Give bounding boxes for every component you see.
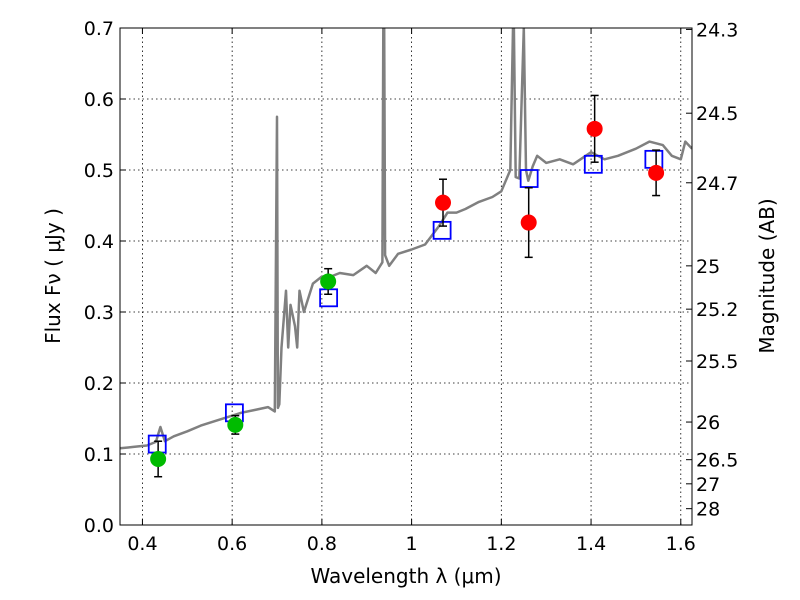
x-tick-label: 1.2 [486,533,516,555]
right-tick-label: 25 [696,256,720,278]
data-point-marker [435,194,452,211]
y-axis-title: Flux Fν ( μJy ) [41,208,65,344]
right-tick-label: 24.7 [696,173,738,195]
data-point-marker [150,450,167,467]
y-tick-label: 0.3 [84,302,114,324]
y-tick-label: 0.2 [84,373,114,395]
right-tick-label: 24.3 [696,19,738,41]
right-tick-label: 28 [696,499,720,521]
model-square-marker [432,220,452,240]
data-point-marker [320,273,337,290]
right-tick-label: 24.5 [696,103,738,125]
spectrum-line [120,28,692,450]
x-tick-label: 0.8 [307,533,337,555]
data-point-marker [648,164,665,181]
y-tick-label: 0.4 [84,231,114,253]
spectrum-layer [120,28,692,450]
y-tick-label: 0.0 [84,515,114,537]
x-tick-label: 0.4 [127,533,157,555]
right-tick-label: 25.5 [696,351,738,373]
marker-layer [147,94,665,478]
y-tick-label: 0.1 [84,444,114,466]
x-tick-label: 1 [406,533,418,555]
plot-frame [119,27,693,526]
data-point-marker [227,416,244,433]
right-tick-label: 26 [696,412,720,434]
data-point-marker [586,120,603,137]
y-tick-label: 0.7 [84,18,114,40]
right-axis-title: Magnitude (AB) [755,198,779,353]
model-square-marker [583,154,603,174]
data-point-marker [520,214,537,231]
y-tick-label: 0.6 [84,89,114,111]
right-tick-label: 25.2 [696,299,738,321]
ticks: 0.4 0.6 0.8 1 1.2 1.4 1.6 0.0 0.1 0.2 0.3 0.4 0.5 0.6… [84,18,739,555]
x-tick-label: 1.4 [576,533,606,555]
right-tick-label: 27 [696,474,720,496]
x-tick-label: 0.6 [217,533,247,555]
x-tick-label: 1.6 [666,533,696,555]
x-axis-title: Wavelength λ (μm) [310,564,501,588]
y-tick-label: 0.5 [84,160,114,182]
right-tick-label: 26.5 [696,450,738,472]
